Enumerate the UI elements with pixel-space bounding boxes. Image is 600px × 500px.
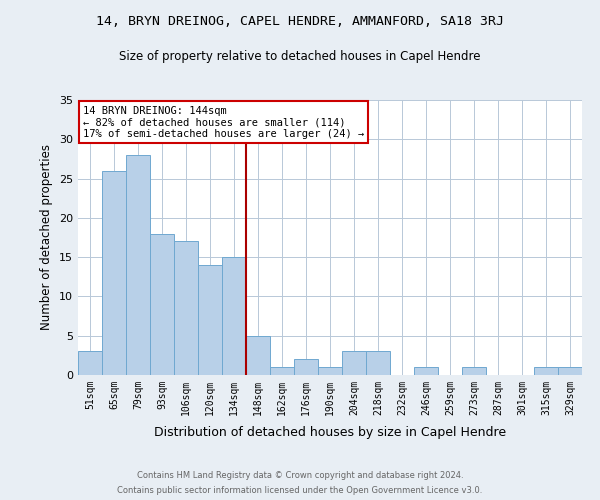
Text: Size of property relative to detached houses in Capel Hendre: Size of property relative to detached ho…: [119, 50, 481, 63]
Text: Contains public sector information licensed under the Open Government Licence v3: Contains public sector information licen…: [118, 486, 482, 495]
Text: 14, BRYN DREINOG, CAPEL HENDRE, AMMANFORD, SA18 3RJ: 14, BRYN DREINOG, CAPEL HENDRE, AMMANFOR…: [96, 15, 504, 28]
Text: Contains HM Land Registry data © Crown copyright and database right 2024.: Contains HM Land Registry data © Crown c…: [137, 471, 463, 480]
Bar: [462, 367, 486, 375]
Bar: [78, 352, 102, 375]
Bar: [126, 155, 150, 375]
Y-axis label: Number of detached properties: Number of detached properties: [40, 144, 53, 330]
Bar: [294, 360, 318, 375]
Bar: [534, 367, 558, 375]
Bar: [222, 257, 246, 375]
Bar: [366, 352, 390, 375]
Bar: [246, 336, 270, 375]
Bar: [342, 352, 366, 375]
Bar: [198, 265, 222, 375]
Bar: [558, 367, 582, 375]
Bar: [270, 367, 294, 375]
Bar: [318, 367, 342, 375]
Bar: [414, 367, 438, 375]
Bar: [174, 242, 198, 375]
Text: 14 BRYN DREINOG: 144sqm
← 82% of detached houses are smaller (114)
17% of semi-d: 14 BRYN DREINOG: 144sqm ← 82% of detache…: [83, 106, 364, 138]
Bar: [102, 170, 126, 375]
Bar: [150, 234, 174, 375]
X-axis label: Distribution of detached houses by size in Capel Hendre: Distribution of detached houses by size …: [154, 426, 506, 439]
